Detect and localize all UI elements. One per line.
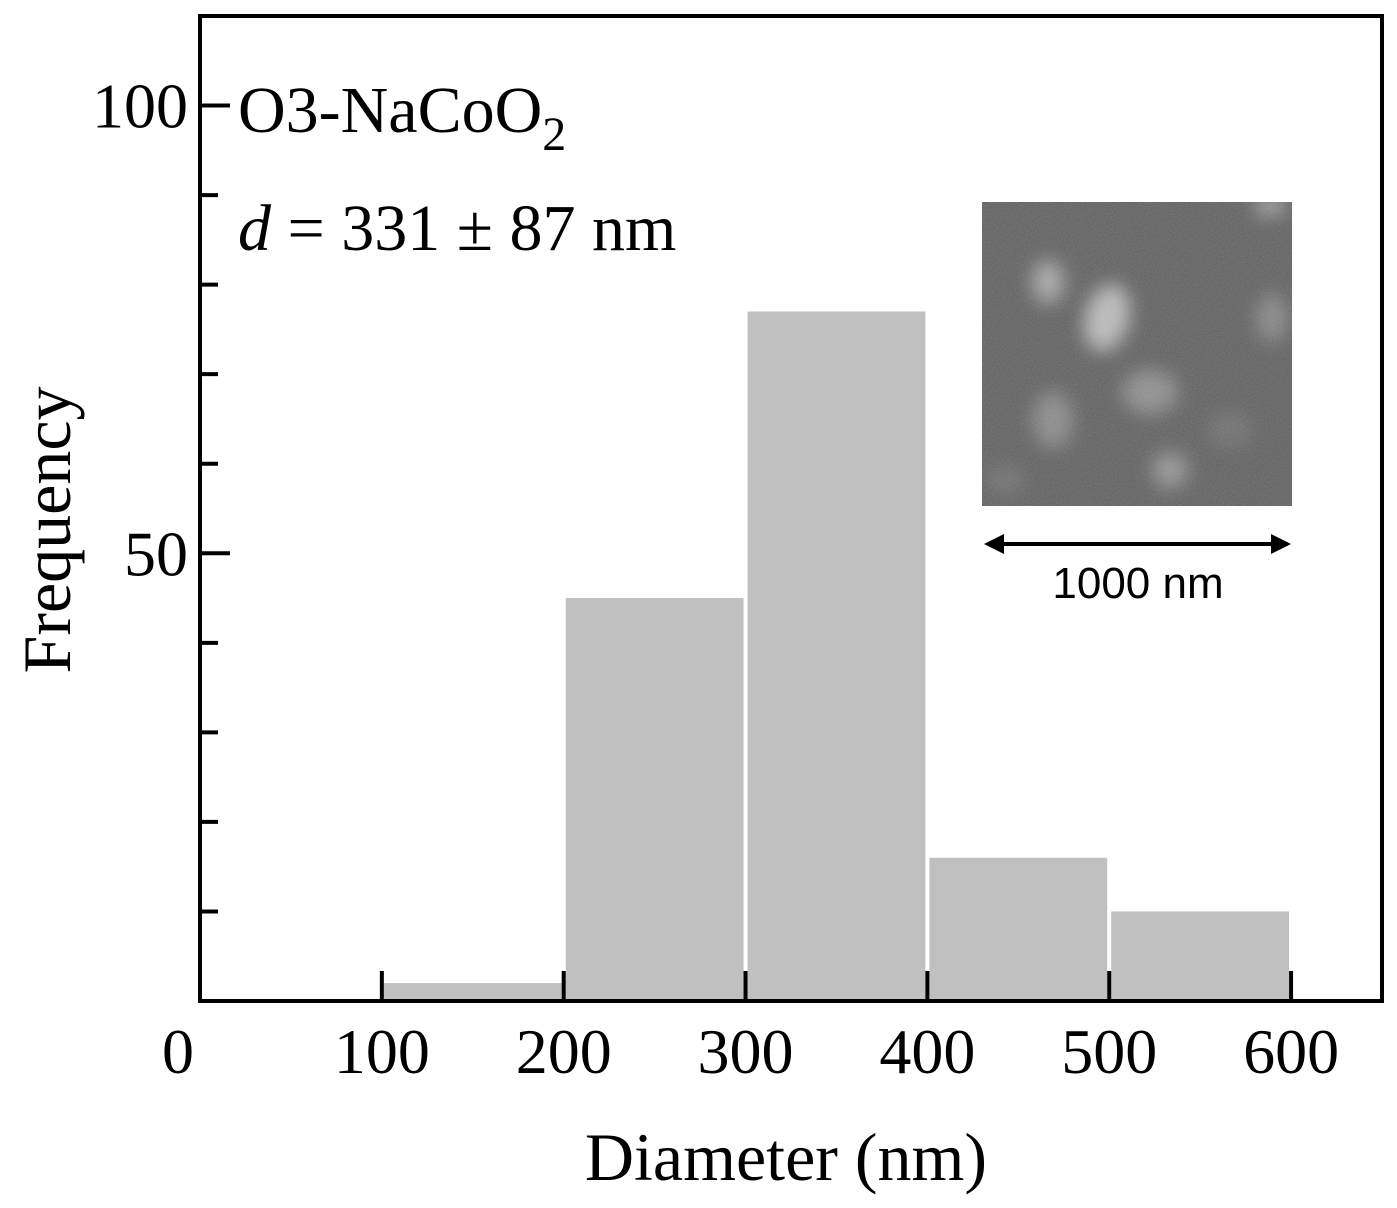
x-tick-labels: 0 100 200 300 400 500 600 — [162, 1016, 1339, 1087]
x-tick-label-100: 100 — [334, 1016, 430, 1087]
y-tick-label-50: 50 — [124, 518, 188, 589]
x-tick-label-300: 300 — [698, 1016, 794, 1087]
sem-inset-image — [982, 202, 1292, 506]
x-tick-label-500: 500 — [1061, 1016, 1157, 1087]
scale-bar — [984, 534, 1291, 554]
sample-label: O3-NaCoO2 — [238, 74, 566, 161]
plot-frame — [198, 14, 1384, 1003]
bar-100-200 — [383, 983, 562, 1001]
y-tick-label-100: 100 — [92, 71, 188, 142]
x-tick-label-400: 400 — [879, 1016, 975, 1087]
sample-label-subscript: 2 — [542, 108, 566, 161]
axis-ticks — [200, 103, 1294, 1001]
bar-400-500 — [929, 857, 1108, 1001]
x-tick-label-0: 0 — [162, 1016, 194, 1087]
y-axis-title: Frequency — [9, 386, 85, 673]
x-tick-label-600: 600 — [1243, 1016, 1339, 1087]
bar-500-600 — [1111, 911, 1290, 1001]
bar-200-300 — [565, 598, 744, 1001]
x-axis-title: Diameter (nm) — [585, 1119, 987, 1195]
scale-bar-label: 1000 nm — [1052, 559, 1223, 608]
histogram-bars — [383, 311, 1290, 1001]
bar-300-400 — [747, 311, 926, 1001]
size-annotation: d = 331 ± 87 nm — [238, 192, 676, 265]
y-tick-labels: 50 100 — [92, 71, 188, 590]
x-tick-label-200: 200 — [516, 1016, 612, 1087]
